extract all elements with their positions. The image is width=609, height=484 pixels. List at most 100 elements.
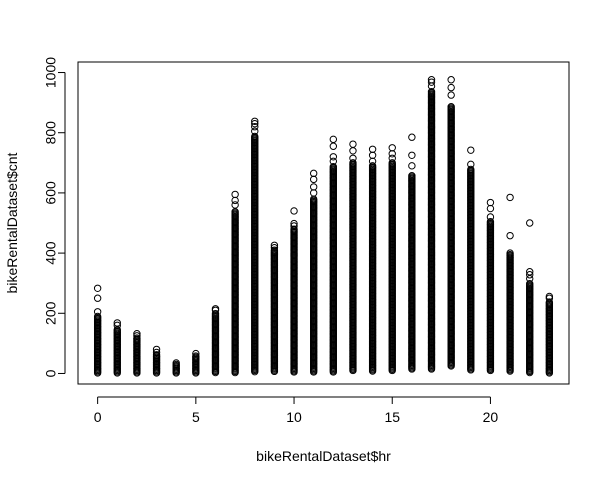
x-tick-label: 5 — [192, 409, 200, 425]
data-point — [251, 119, 259, 128]
data-point — [427, 88, 436, 96]
data-point — [309, 169, 318, 178]
data-point — [270, 246, 279, 254]
hour-column-17 — [427, 76, 436, 373]
data-point — [290, 219, 298, 228]
y-axis-label: bikeRentalDataset$cnt — [4, 152, 20, 293]
data-point — [467, 160, 475, 169]
hour-column-12 — [329, 135, 338, 376]
data-point — [526, 268, 534, 276]
data-point — [133, 334, 141, 342]
data-point — [427, 76, 436, 84]
data-point — [545, 292, 554, 301]
hour-column-23 — [545, 292, 554, 377]
data-point — [192, 352, 200, 360]
data-point — [290, 222, 298, 230]
data-point — [368, 145, 377, 153]
data-point — [309, 189, 318, 197]
y-tick-label: 400 — [43, 241, 59, 265]
data-point — [133, 332, 141, 340]
data-point — [329, 157, 338, 166]
data-point — [467, 165, 475, 174]
data-point — [408, 133, 416, 141]
data-point — [526, 274, 534, 283]
data-point — [467, 146, 475, 154]
hour-column-20 — [486, 198, 495, 375]
data-point — [93, 312, 102, 321]
data-point — [427, 78, 436, 86]
data-point — [270, 243, 279, 252]
data-point — [211, 305, 220, 313]
data-point — [93, 308, 102, 316]
data-point — [133, 330, 141, 338]
hour-column-11 — [309, 169, 318, 376]
x-tick-label: 10 — [286, 409, 302, 425]
hour-column-15 — [388, 144, 396, 375]
data-point — [290, 207, 298, 215]
data-point — [152, 351, 161, 359]
y-tick-label: 600 — [43, 181, 59, 205]
data-point — [349, 154, 357, 163]
data-point — [388, 154, 396, 163]
data-point — [309, 175, 318, 184]
data-point — [447, 103, 455, 111]
data-point — [270, 241, 279, 249]
hour-column-18 — [447, 76, 455, 370]
data-point — [349, 140, 357, 148]
hour-column-1 — [113, 319, 121, 377]
hour-column-9 — [270, 241, 279, 376]
hour-column-10 — [290, 207, 298, 376]
data-point — [388, 150, 396, 158]
x-tick-label: 20 — [483, 409, 499, 425]
data-point — [526, 219, 534, 227]
data-point — [329, 142, 338, 150]
data-point — [251, 132, 259, 141]
data-point — [251, 123, 259, 131]
data-point — [152, 345, 161, 354]
data-point — [408, 162, 416, 170]
data-point — [290, 225, 298, 233]
data-point — [349, 147, 357, 155]
data-point — [368, 162, 377, 170]
y-tick-label: 0 — [43, 369, 59, 377]
x-tick-label: 0 — [94, 409, 102, 425]
data-point — [506, 249, 514, 257]
hour-column-16 — [408, 133, 416, 373]
data-point — [545, 298, 554, 306]
data-point — [251, 117, 259, 125]
data-point — [329, 153, 338, 161]
data-point — [368, 151, 377, 159]
data-point — [93, 284, 102, 292]
data-point — [506, 193, 514, 202]
data-points — [93, 76, 554, 377]
hour-column-6 — [211, 305, 220, 377]
hour-column-8 — [251, 117, 259, 376]
data-point — [113, 319, 121, 327]
hour-column-22 — [526, 219, 534, 377]
data-point — [486, 213, 495, 221]
y-tick-label: 800 — [43, 121, 59, 145]
data-point — [486, 204, 495, 213]
data-point — [231, 201, 239, 209]
data-point — [486, 198, 495, 207]
x-axis: 0 5 10 15 20 — [94, 396, 499, 425]
y-axis: 0 200 400 600 800 1000 — [43, 57, 66, 377]
plot-frame — [77, 61, 570, 385]
hour-column-4 — [172, 359, 180, 377]
data-point — [486, 217, 495, 226]
data-point — [329, 163, 338, 171]
data-point — [251, 127, 259, 135]
data-point — [113, 321, 121, 330]
data-point — [93, 294, 102, 302]
data-point — [408, 172, 416, 180]
data-point — [152, 348, 161, 357]
data-point — [309, 183, 318, 191]
data-point — [526, 280, 534, 288]
hour-column-21 — [506, 193, 514, 375]
data-point — [192, 349, 200, 358]
data-point — [172, 359, 180, 367]
data-point — [329, 135, 338, 144]
hour-column-2 — [133, 330, 141, 377]
data-point — [349, 159, 357, 167]
